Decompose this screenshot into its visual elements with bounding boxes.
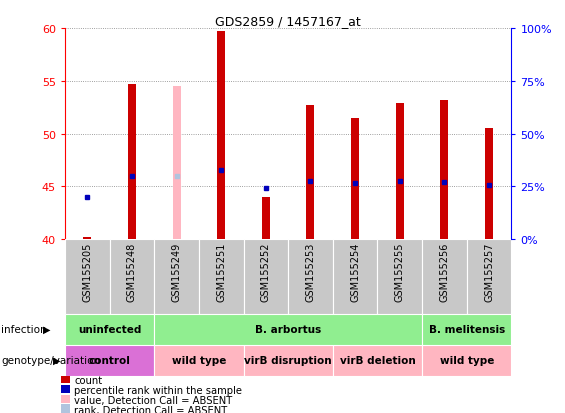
Bar <box>110 240 154 314</box>
Text: wild type: wild type <box>172 355 226 366</box>
Text: GSM155254: GSM155254 <box>350 242 360 301</box>
Bar <box>422 240 467 314</box>
Text: rank, Detection Call = ABSENT: rank, Detection Call = ABSENT <box>74 405 228 413</box>
Bar <box>333 345 422 376</box>
Bar <box>172 87 181 240</box>
Bar <box>244 240 288 314</box>
Bar <box>65 345 154 376</box>
Bar <box>128 85 136 240</box>
Text: value, Detection Call = ABSENT: value, Detection Call = ABSENT <box>74 395 232 405</box>
Bar <box>62 404 70 413</box>
Bar <box>154 345 244 376</box>
Bar <box>333 240 377 314</box>
Text: virB disruption: virB disruption <box>244 355 332 366</box>
Bar <box>396 104 404 240</box>
Text: GSM155251: GSM155251 <box>216 242 226 301</box>
Bar <box>62 375 70 383</box>
Text: ▶: ▶ <box>53 355 60 366</box>
Bar <box>377 240 422 314</box>
Text: GSM155257: GSM155257 <box>484 242 494 301</box>
Text: wild type: wild type <box>440 355 494 366</box>
Text: GSM155248: GSM155248 <box>127 242 137 301</box>
Bar <box>440 100 449 240</box>
Bar <box>154 240 199 314</box>
Text: GSM155252: GSM155252 <box>261 242 271 301</box>
Bar <box>485 129 493 240</box>
Text: GSM155205: GSM155205 <box>82 242 92 301</box>
Text: ▶: ▶ <box>43 324 50 335</box>
Bar <box>306 106 315 240</box>
Text: uninfected: uninfected <box>78 324 141 335</box>
Text: GSM155249: GSM155249 <box>172 242 181 301</box>
Title: GDS2859 / 1457167_at: GDS2859 / 1457167_at <box>215 15 361 28</box>
Bar <box>422 345 511 376</box>
Text: GSM155256: GSM155256 <box>440 242 449 301</box>
Bar <box>199 240 244 314</box>
Text: virB deletion: virB deletion <box>340 355 415 366</box>
Bar <box>244 345 333 376</box>
Text: GSM155253: GSM155253 <box>306 242 315 301</box>
Bar <box>467 240 511 314</box>
Text: count: count <box>74 375 102 385</box>
Bar <box>262 197 270 240</box>
Text: genotype/variation: genotype/variation <box>1 355 100 366</box>
Bar <box>422 314 511 345</box>
Bar <box>154 314 422 345</box>
Text: percentile rank within the sample: percentile rank within the sample <box>74 385 242 395</box>
Bar <box>65 240 110 314</box>
Text: B. arbortus: B. arbortus <box>255 324 321 335</box>
Text: GSM155255: GSM155255 <box>395 242 405 301</box>
Bar <box>62 385 70 393</box>
Bar <box>351 119 359 240</box>
Bar <box>83 237 92 240</box>
Bar <box>62 395 70 403</box>
Text: control: control <box>89 355 131 366</box>
Bar <box>217 32 225 240</box>
Text: infection: infection <box>1 324 47 335</box>
Bar <box>288 240 333 314</box>
Bar <box>65 314 154 345</box>
Text: B. melitensis: B. melitensis <box>429 324 505 335</box>
